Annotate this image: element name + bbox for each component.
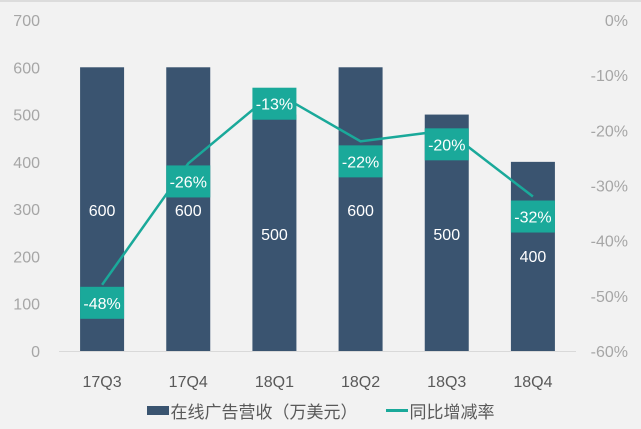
x-axis-tick: 18Q1 — [255, 374, 294, 391]
right-axis-tick: -10% — [591, 68, 628, 85]
bar-value-label: 600 — [347, 203, 374, 220]
right-axis-tick: -40% — [591, 234, 628, 251]
yoy-label-box — [338, 145, 383, 178]
yoy-label-box — [252, 87, 297, 120]
right-axis-tick: -30% — [591, 179, 628, 196]
x-axis-tick: 17Q3 — [83, 374, 122, 391]
right-axis-tick: -20% — [591, 123, 628, 140]
bar — [166, 67, 211, 352]
bar-value-label: 500 — [433, 227, 460, 244]
left-axis-tick: 0 — [31, 344, 40, 361]
x-axis-tick: 18Q2 — [341, 374, 380, 391]
left-axis-tick: 700 — [13, 13, 40, 30]
left-axis-tick: 500 — [13, 108, 40, 125]
yoy-label-box — [80, 286, 125, 319]
x-axis-tick: 17Q4 — [169, 374, 208, 391]
bar-value-label: 600 — [175, 203, 202, 220]
bar-swatch-icon — [146, 406, 169, 415]
left-axis-tick: 600 — [13, 60, 40, 77]
left-axis-tick: 400 — [13, 155, 40, 172]
x-axis-tick: 18Q4 — [513, 374, 552, 391]
yoy-label-box — [424, 128, 469, 161]
legend: 在线广告营收（万美元） 同比增减率 — [0, 398, 641, 423]
bar-value-label: 400 — [520, 249, 547, 266]
left-axis-tick: 200 — [13, 249, 40, 266]
left-axis-tick: 300 — [13, 202, 40, 219]
yoy-label: -48% — [83, 296, 120, 313]
right-axis-tick: -50% — [591, 289, 628, 306]
bar-value-label: 600 — [89, 203, 116, 220]
line-swatch-icon — [385, 409, 408, 412]
top-border — [0, 0, 641, 2]
bar — [338, 67, 383, 352]
yoy-label: -22% — [342, 154, 379, 171]
yoy-label: -13% — [256, 97, 293, 114]
bar-value-label: 500 — [261, 227, 288, 244]
yoy-label: -20% — [428, 137, 465, 154]
right-axis-tick: -60% — [591, 344, 628, 361]
right-axis-tick: 0% — [605, 13, 628, 30]
bar — [252, 114, 297, 351]
yoy-label: -32% — [514, 210, 551, 227]
yoy-label: -26% — [170, 174, 207, 191]
legend-item-revenue: 在线广告营收（万美元） — [146, 398, 358, 423]
legend-label-yoy: 同比增减率 — [409, 403, 495, 423]
yoy-label-box — [510, 200, 555, 233]
legend-item-yoy: 同比增减率 — [385, 398, 495, 423]
yoy-label-box — [166, 165, 211, 198]
legend-label-revenue: 在线广告营收（万美元） — [170, 403, 358, 423]
bar — [510, 161, 555, 351]
x-axis-tick: 18Q3 — [427, 374, 466, 391]
left-axis-tick: 100 — [13, 297, 40, 314]
